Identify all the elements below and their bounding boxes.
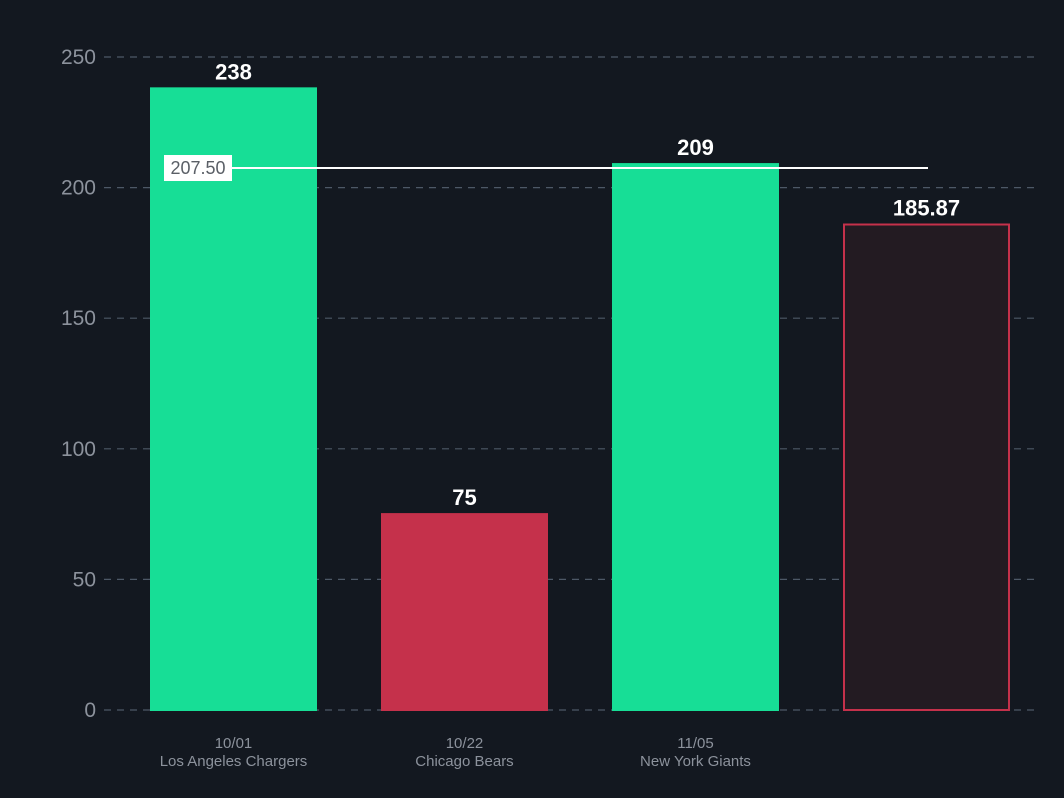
x-tick-date-2: 11/05 (677, 735, 713, 752)
y-tick-label-200: 200 (61, 177, 96, 200)
reference-label: 207.50 (170, 158, 225, 178)
x-tick-date-1: 10/22 (446, 735, 484, 752)
data-label-2: 209 (677, 135, 714, 160)
data-label-1: 75 (452, 485, 476, 510)
y-tick-label-250: 250 (61, 46, 96, 69)
bar-3 (843, 223, 1010, 711)
x-tick-date-0: 10/01 (215, 735, 253, 752)
y-tick-label-100: 100 (61, 438, 96, 461)
y-tick-label-50: 50 (73, 568, 96, 591)
bar-1 (381, 513, 548, 711)
bar-0 (150, 87, 317, 712)
data-label-3: 185.87 (893, 196, 960, 221)
x-tick-team-2: New York Giants (640, 753, 751, 770)
y-tick-label-150: 150 (61, 307, 96, 330)
reference-label-box (164, 155, 232, 182)
x-tick-team-1: Chicago Bears (415, 753, 513, 770)
data-label-0: 238 (215, 59, 252, 84)
bar-2 (612, 163, 779, 712)
y-tick-label-0: 0 (84, 699, 96, 722)
x-tick-team-0: Los Angeles Chargers (160, 753, 308, 770)
